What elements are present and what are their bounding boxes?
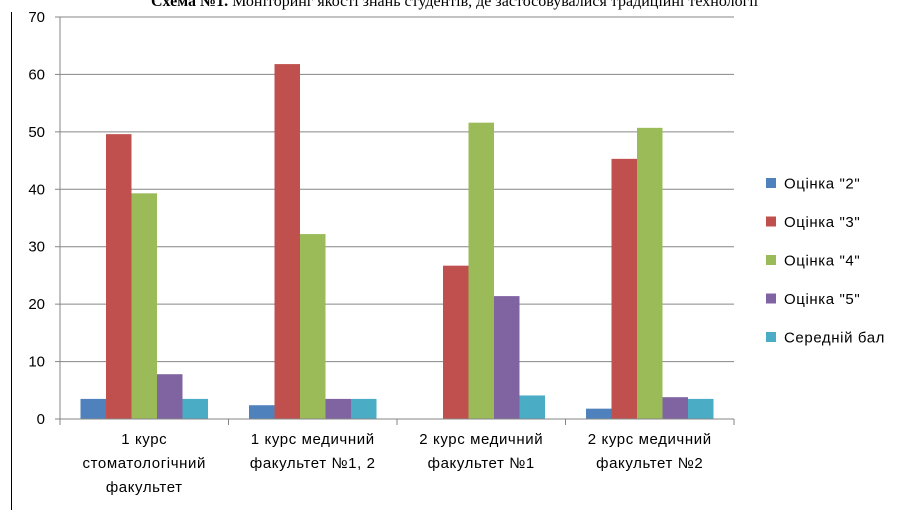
y-tick-label: 40: [28, 181, 45, 198]
bar: [688, 398, 714, 419]
x-category-label: 1 курс: [121, 431, 167, 448]
bar: [637, 127, 663, 419]
x-axis-labels: 1 курс стоматологічний факультет 1 курс мед…: [82, 431, 711, 496]
bar: [131, 193, 157, 419]
y-tick-label: 50: [28, 124, 45, 141]
y-tick-label: 60: [28, 66, 45, 83]
x-category-label: стоматологічний: [82, 455, 206, 472]
y-tick-label: 20: [28, 296, 45, 313]
caption-lead: Схема №1.: [150, 0, 229, 10]
caption-text: Моніторинг якості знань студентів, де за…: [228, 0, 759, 10]
bar: [274, 64, 300, 419]
axes: [59, 17, 735, 425]
legend-label: Оцінка "4": [784, 253, 860, 270]
legend-swatch: [766, 293, 776, 304]
legend-swatch: [766, 255, 776, 265]
x-category-label: факультет: [106, 479, 183, 496]
x-category-label: факультет №1: [428, 455, 535, 472]
bar: [249, 405, 275, 419]
left-margin-line: [11, 12, 12, 510]
y-tick-label: 30: [28, 239, 45, 256]
bar: [468, 122, 494, 419]
legend-swatch: [766, 332, 776, 342]
bar: [494, 296, 520, 419]
bars: [80, 64, 714, 419]
bar: [300, 234, 326, 419]
y-tick-label: 0: [37, 411, 45, 428]
legend-label: Оцінка "5": [784, 291, 860, 308]
bar: [157, 374, 183, 419]
legend-label: Середній бал: [784, 330, 885, 347]
legend-label: Оцінка "2": [784, 176, 860, 193]
x-category-label: 2 курс медичний: [419, 431, 543, 448]
y-tick-label: 10: [28, 354, 45, 371]
legend-swatch: [766, 216, 776, 227]
bar: [519, 395, 545, 419]
x-category-label: 1 курс медичний: [251, 431, 375, 448]
x-category-label: факультет №1, 2: [250, 455, 376, 472]
bar: [662, 397, 688, 419]
legend: Оцінка "2" Оцінка "3" Оцінка "4" Оцінка "5"…: [766, 176, 885, 347]
chart-caption: Схема №1. Моніторинг якості знань студен…: [0, 0, 909, 13]
bar: [182, 398, 208, 419]
y-axis-ticks: 0 10 20 30 40 50 60 70: [28, 9, 60, 428]
y-tick-label: 70: [28, 9, 45, 26]
bar: [106, 134, 132, 419]
bar: [443, 265, 469, 419]
bar: [80, 398, 106, 419]
bar: [351, 398, 377, 419]
legend-swatch: [766, 178, 776, 188]
bar: [611, 158, 637, 419]
gridlines: [60, 16, 734, 363]
legend-label: Оцінка "3": [784, 214, 860, 231]
x-category-label: факультет №2: [596, 455, 703, 472]
x-category-label: 2 курс медичний: [588, 431, 712, 448]
bar: [586, 408, 612, 419]
bar: [325, 398, 351, 419]
